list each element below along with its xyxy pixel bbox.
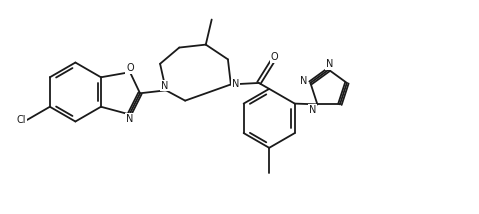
Text: O: O bbox=[271, 52, 278, 62]
Text: O: O bbox=[126, 63, 134, 73]
Text: N: N bbox=[161, 80, 168, 91]
Text: N: N bbox=[299, 76, 307, 86]
Text: N: N bbox=[326, 59, 333, 69]
Text: N: N bbox=[232, 79, 240, 89]
Text: N: N bbox=[309, 105, 316, 115]
Text: N: N bbox=[126, 114, 133, 124]
Text: Cl: Cl bbox=[16, 115, 26, 125]
